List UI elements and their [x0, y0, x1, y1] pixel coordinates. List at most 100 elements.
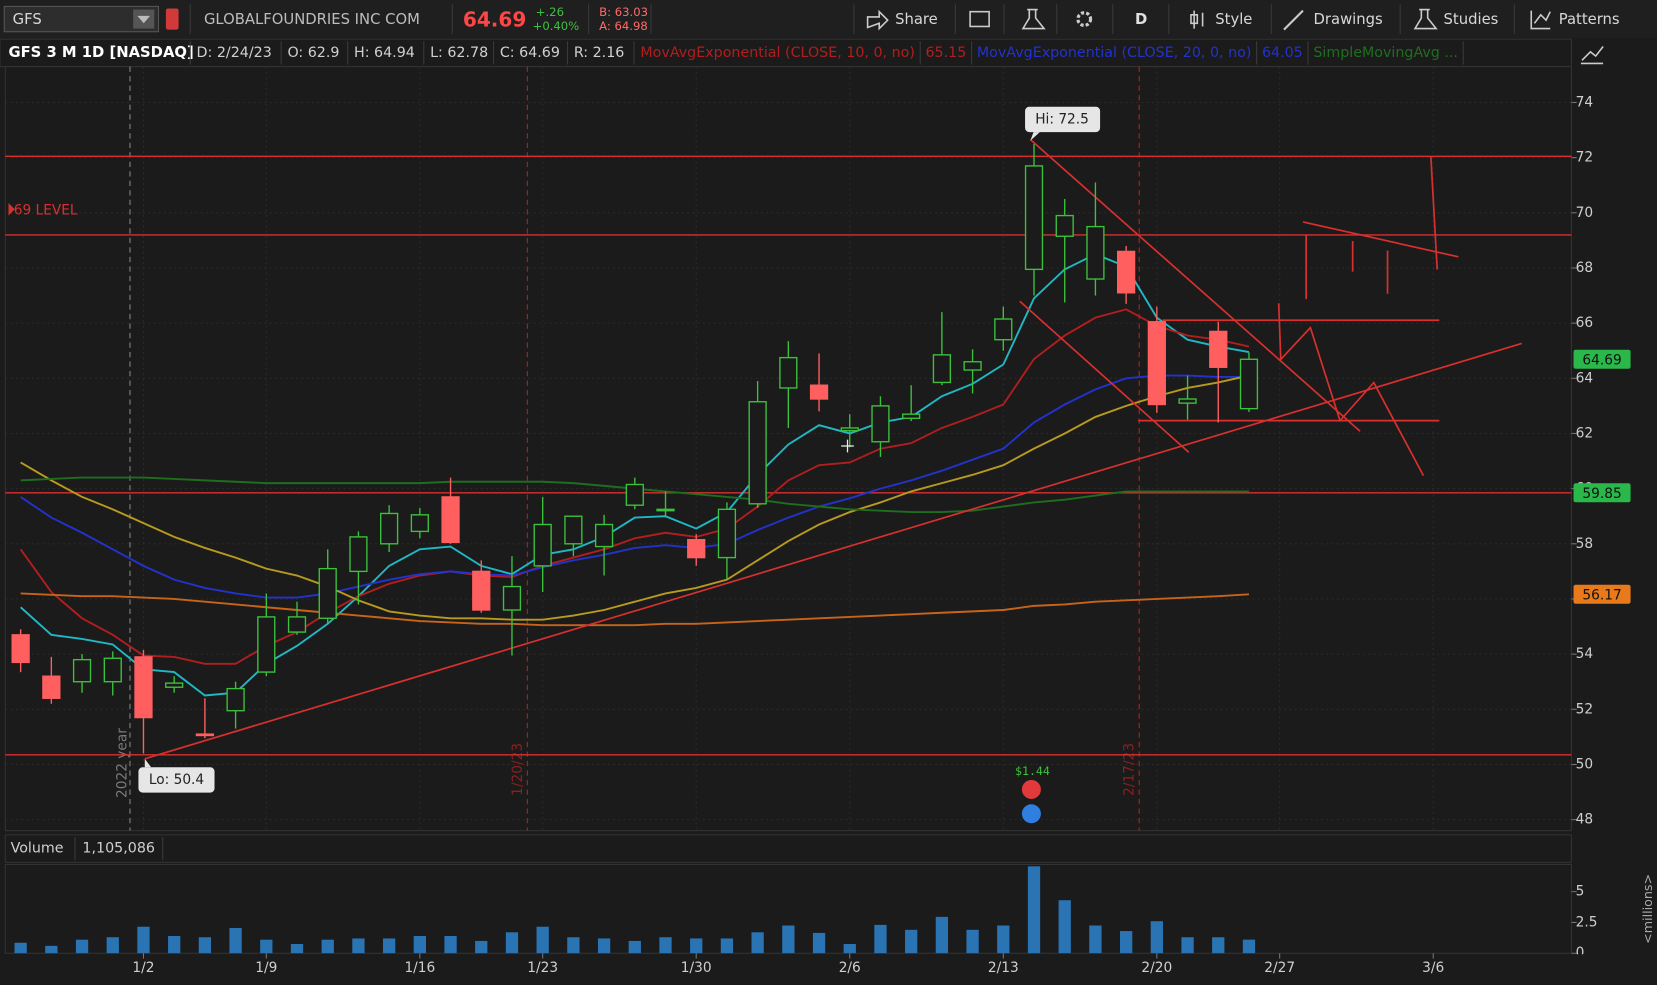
crosshair	[841, 439, 854, 453]
price-axis: 485052545658606264666870727464.6959.8556…	[1571, 94, 1631, 828]
candle-body	[533, 523, 552, 567]
study-line	[20, 592, 1250, 627]
header-low: L: 62.78	[430, 45, 488, 61]
x-tick-label: 2/20	[1141, 960, 1172, 976]
volume-tick-label: 2.5	[1576, 914, 1598, 930]
y-tick-label: 52	[1576, 701, 1593, 717]
earnings-icon[interactable]	[1021, 779, 1041, 799]
x-tick-label: 1/2	[132, 960, 154, 976]
ask: A: 64.98	[599, 19, 648, 33]
style-button[interactable]: Style	[1215, 11, 1252, 28]
settings-button[interactable]	[1076, 11, 1093, 27]
y-tick-label: 62	[1576, 425, 1593, 441]
volume-bar	[14, 942, 27, 954]
candle-body	[349, 536, 368, 573]
volume-bar	[905, 929, 918, 954]
y-tick-label: 54	[1576, 646, 1593, 662]
candle-body	[502, 585, 522, 611]
flask-button[interactable]	[1021, 8, 1046, 30]
y-tick-label: 50	[1576, 756, 1593, 772]
volume-bar	[1119, 931, 1133, 954]
candle-body	[871, 405, 890, 443]
chart-header	[0, 38, 1572, 68]
y-tick-label: 66	[1576, 315, 1593, 331]
symbol-box[interactable]	[3, 5, 160, 33]
patterns-button[interactable]: Patterns	[1559, 11, 1620, 28]
volume-bar	[75, 939, 89, 954]
drawings-icon	[1283, 9, 1304, 31]
time-axis: 1/2 1/9 1/16 1/23 1/30 2/6 2/13 2/20 2/27 3/6	[132, 953, 1444, 976]
event-icon[interactable]	[1021, 804, 1041, 824]
dividend-label: $1.44	[1015, 764, 1050, 778]
candle-body	[932, 354, 952, 384]
studies-icon	[1413, 8, 1438, 30]
change-pct: +0.40%	[533, 19, 580, 33]
y-tick-label: 58	[1576, 536, 1593, 552]
volume-bars	[14, 866, 1256, 954]
y-tick-label: 72	[1576, 150, 1593, 166]
candle-body	[1209, 330, 1228, 368]
candle-body	[840, 427, 859, 432]
patterns-icon	[1530, 10, 1551, 30]
candle-body	[656, 508, 675, 512]
x-tick-label: 3/6	[1422, 960, 1444, 976]
candle-body	[1055, 214, 1074, 237]
price-tag-label: 64.69	[1582, 352, 1621, 368]
trend-drawings	[144, 138, 1522, 760]
aggregation-button[interactable]: D	[1135, 11, 1147, 28]
candle-body	[1086, 225, 1105, 280]
volume-axis: 02.55	[1571, 884, 1598, 954]
price-tag-label: 56.17	[1582, 587, 1621, 603]
volume-bar	[966, 929, 979, 954]
candle-body	[103, 657, 122, 683]
volume-bar	[475, 940, 488, 954]
price-plot	[4, 66, 1572, 832]
share-button[interactable]: Share	[895, 11, 938, 28]
marker-label: 2022 year	[115, 728, 131, 798]
candle-body	[165, 682, 184, 688]
candle-body	[410, 514, 429, 533]
study-value: 65.15	[925, 45, 966, 61]
alert-badge[interactable]	[165, 8, 179, 30]
x-tick-label: 2/27	[1264, 960, 1295, 976]
period-markers: 2022 year 1/20/23 2/17/23	[115, 66, 1140, 831]
volume-bar	[1027, 866, 1041, 954]
candle-body	[134, 656, 153, 719]
volume-bar	[290, 944, 304, 954]
candle-body	[1024, 165, 1044, 271]
study-line	[20, 374, 1249, 599]
candle-body	[11, 634, 30, 664]
candle-body	[287, 616, 307, 633]
volume-bar	[935, 916, 949, 954]
volume-bar	[137, 926, 150, 954]
axis-menu-icon[interactable]	[1580, 46, 1604, 65]
study-name: MovAvgExponential (CLOSE, 20, 0, no)	[977, 45, 1252, 61]
studies-button[interactable]: Studies	[1444, 11, 1499, 28]
symbol[interactable]: GFS	[13, 11, 42, 28]
volume-bar	[198, 937, 212, 954]
volume-bar	[1242, 939, 1256, 954]
volume-bar	[1089, 925, 1102, 954]
candles	[11, 143, 1259, 754]
study-legend: MovAvgExponential (CLOSE, 10, 0, no) 65.1…	[640, 41, 1464, 65]
study-name: MovAvgExponential (CLOSE, 10, 0, no)	[640, 45, 915, 61]
price-tag	[1573, 349, 1631, 369]
candle-body	[472, 570, 491, 611]
drawings-button[interactable]: Drawings	[1314, 11, 1383, 28]
candle-body	[963, 361, 982, 371]
volume-header	[4, 834, 1572, 863]
volume-title: Volume	[11, 841, 64, 857]
header-date: D: 2/24/23	[197, 45, 272, 61]
x-tick-label: 2/6	[839, 960, 861, 976]
volume-bar	[382, 938, 396, 954]
volume-bar	[505, 932, 519, 954]
candle-body	[72, 658, 92, 683]
volume-axis-label: <millions>	[1640, 874, 1655, 944]
snapshot-button[interactable]	[969, 10, 990, 28]
level-label: 69 LEVEL	[14, 202, 78, 218]
dropdown-arrow	[137, 15, 151, 24]
candle-body	[779, 356, 798, 389]
volume-bar	[843, 944, 856, 954]
y-tick-label: 64	[1576, 370, 1593, 386]
